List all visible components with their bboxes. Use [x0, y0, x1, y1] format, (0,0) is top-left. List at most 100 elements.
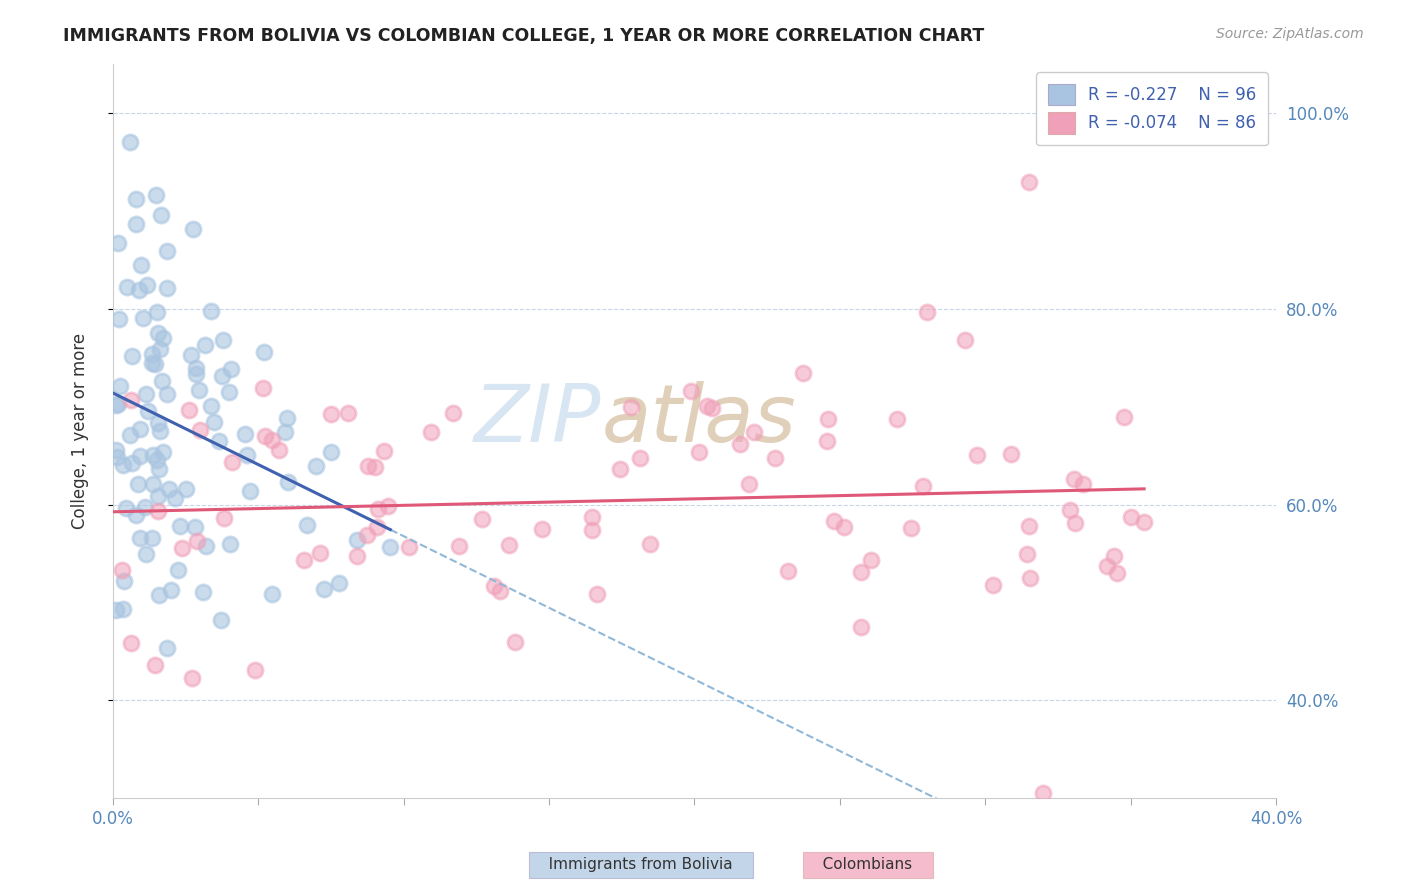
Point — [1071, 476, 1094, 491]
Point — [849, 620, 872, 634]
Point — [297, 518, 319, 533]
Point — [149, 424, 172, 438]
Point — [150, 374, 173, 388]
Point — [728, 437, 751, 451]
Point — [260, 433, 283, 447]
Point — [174, 482, 197, 496]
Point — [129, 450, 152, 464]
Point — [183, 520, 205, 534]
Point — [1032, 786, 1054, 800]
Point — [640, 537, 662, 551]
Point — [346, 533, 368, 547]
Point — [163, 491, 186, 506]
Point — [702, 401, 724, 415]
Point — [377, 500, 399, 514]
Point — [107, 312, 129, 326]
Point — [792, 366, 814, 380]
Text: ZIP: ZIP — [474, 381, 602, 459]
Point — [191, 585, 214, 599]
Point — [208, 434, 231, 448]
Point — [688, 445, 710, 459]
Point — [253, 345, 276, 359]
Point — [107, 236, 129, 251]
Point — [218, 384, 240, 399]
Point — [202, 415, 225, 429]
Point — [169, 519, 191, 533]
Point — [380, 540, 402, 554]
Point — [628, 450, 651, 465]
Point — [367, 502, 389, 516]
Point — [184, 360, 207, 375]
Point — [186, 533, 208, 548]
Point — [141, 356, 163, 370]
Point — [260, 587, 283, 601]
Point — [145, 452, 167, 467]
Point — [200, 304, 222, 318]
Point — [141, 531, 163, 545]
Point — [148, 589, 170, 603]
Point — [1107, 566, 1129, 580]
Point — [142, 477, 165, 491]
Point — [955, 333, 977, 347]
Point — [188, 423, 211, 437]
Point — [135, 386, 157, 401]
Point — [1102, 549, 1125, 563]
Point — [1114, 410, 1136, 425]
Point — [832, 520, 855, 534]
Point — [1059, 503, 1081, 517]
Point — [121, 456, 143, 470]
Point — [179, 402, 201, 417]
Point — [1133, 516, 1156, 530]
Point — [167, 563, 190, 577]
Point — [135, 278, 157, 293]
Point — [581, 510, 603, 524]
Point — [233, 427, 256, 442]
Point — [195, 539, 218, 553]
Point — [105, 450, 128, 465]
Point — [150, 208, 173, 222]
Point — [143, 357, 166, 371]
Point — [620, 400, 643, 414]
Point — [966, 448, 988, 462]
Point — [319, 445, 342, 459]
Point — [125, 508, 148, 522]
Point — [336, 406, 359, 420]
Point — [128, 421, 150, 435]
Point — [146, 504, 169, 518]
Y-axis label: College, 1 year or more: College, 1 year or more — [72, 333, 89, 529]
Point — [219, 362, 242, 376]
Point — [136, 404, 159, 418]
Point — [236, 448, 259, 462]
Point — [127, 476, 149, 491]
Point — [141, 347, 163, 361]
Point — [1064, 516, 1087, 530]
Legend: R = -0.227    N = 96, R = -0.074    N = 86: R = -0.227 N = 96, R = -0.074 N = 86 — [1036, 72, 1268, 145]
Point — [194, 338, 217, 352]
Point — [186, 367, 208, 381]
Point — [1095, 558, 1118, 573]
Point — [156, 387, 179, 401]
Point — [441, 406, 464, 420]
Point — [131, 258, 153, 272]
Point — [180, 348, 202, 362]
Point — [1000, 448, 1022, 462]
Point — [107, 397, 129, 411]
Point — [915, 305, 938, 319]
Point — [181, 671, 204, 685]
Point — [142, 448, 165, 462]
Point — [104, 398, 127, 412]
Point — [1121, 510, 1143, 524]
Point — [212, 333, 235, 347]
Point — [221, 455, 243, 469]
Point — [146, 416, 169, 430]
Point — [253, 428, 276, 442]
Point — [679, 384, 702, 398]
Point — [420, 425, 443, 439]
Point — [531, 522, 554, 536]
Point — [912, 479, 935, 493]
Point — [1017, 547, 1039, 561]
Point — [120, 636, 142, 650]
Point — [738, 476, 761, 491]
Text: Source: ZipAtlas.com: Source: ZipAtlas.com — [1216, 27, 1364, 41]
Point — [124, 217, 146, 231]
